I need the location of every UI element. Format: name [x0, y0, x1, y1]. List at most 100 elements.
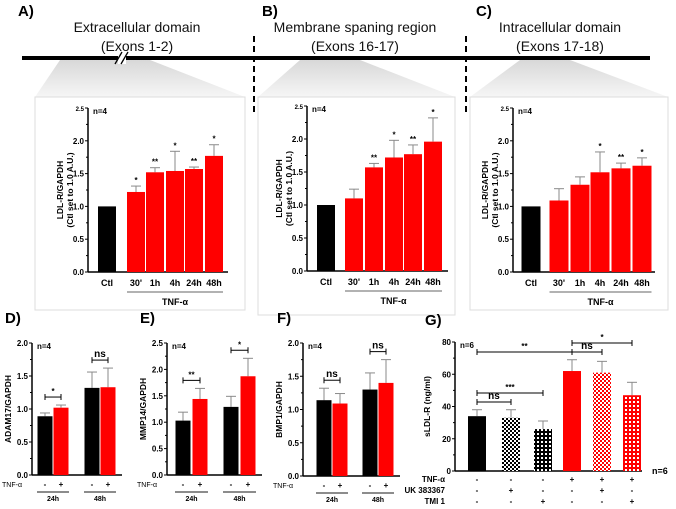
panel-label: C): [476, 3, 492, 20]
comparison-label: **: [521, 342, 528, 351]
treatment-sign: +: [630, 497, 635, 506]
y-tick-label: 0.0: [73, 268, 85, 277]
x-tick-label: 30': [553, 278, 565, 288]
significance-marker: **: [152, 158, 159, 167]
x-tick-label: 24h: [186, 278, 202, 288]
sample-size: n=4: [172, 342, 187, 351]
treatment-sign: +: [570, 475, 575, 484]
comparison-label: ns: [488, 391, 500, 402]
y-tick-label: 1.0: [498, 202, 510, 211]
treatment-sign: +: [630, 475, 635, 484]
chart-g: G) 0 20 40 60 80 n=6 sLDL-R (ng/ml) TNF-α - - - + + + U…: [405, 312, 668, 506]
x-tick-label: 4h: [389, 277, 400, 287]
y-tick-label: 0.0: [292, 267, 304, 276]
y-axis-label: LDL-R/GAPDH: [55, 161, 65, 220]
chart-d: D) 0.0 0.5 1.0 1.5 2.0 n=4 ADAM17/GAPDH TNF-α - + -…: [2, 310, 122, 503]
x-tick-label: Ctl: [525, 278, 537, 288]
bar: [502, 417, 520, 471]
y-tick-label: 2.0: [17, 339, 29, 348]
sample-size: n=4: [312, 105, 327, 114]
bar: [166, 170, 184, 272]
significance-marker: *: [431, 108, 435, 117]
comparison-label: *: [238, 340, 242, 349]
y-axis-label: LDL-R/GAPDH: [480, 161, 490, 220]
treatment-sign: -: [601, 497, 604, 506]
x-tick-label: 24h: [405, 277, 421, 287]
x-tick-label: 30': [348, 277, 360, 287]
bar: [632, 165, 652, 272]
group-label: TNF-α: [380, 296, 406, 306]
row-label: UK 383367: [405, 486, 446, 495]
x-tick-label: 48h: [634, 278, 650, 288]
y-tick-label: 0.5: [17, 438, 29, 447]
group-label: 48h: [94, 496, 106, 503]
treatment-sign: +: [541, 497, 546, 506]
bar: [192, 398, 208, 475]
line-break-mark: [120, 51, 129, 65]
significance-marker: **: [191, 157, 198, 166]
significance-marker: **: [618, 153, 625, 162]
sample-size: n=4: [518, 107, 533, 116]
bar: [127, 191, 145, 272]
y-tick-label: 0.5: [73, 235, 85, 244]
chart-b: 0.0 0.5 1.0 1.5 2.0 2.5 n=4 LDL-R/GAPDH (Ctl set…: [274, 105, 448, 306]
y-tick-label: 1.5: [152, 392, 164, 401]
treatment-sign: +: [246, 480, 251, 489]
y-tick-label: 2.5: [76, 107, 85, 113]
comparison-label: ns: [326, 369, 338, 380]
chart-e: E) 0.0 0.5 1.0 1.5 2.0 2.5 n=4 MMP14/GAPDH TNF-α -…: [137, 310, 262, 503]
treatment-sign: -: [182, 480, 185, 489]
bar: [424, 141, 442, 271]
y-axis-label: BMP1/GAPDH: [274, 381, 284, 438]
bar: [100, 387, 116, 475]
y-tick-label: 1.5: [498, 170, 510, 179]
group-label: TNF-α: [162, 297, 188, 307]
treatment-sign: +: [600, 475, 605, 484]
panel-label: E): [140, 310, 155, 327]
bar: [53, 407, 69, 475]
treatment-sign: +: [509, 486, 514, 495]
line-break-gap: [118, 52, 126, 64]
bar: [37, 416, 53, 475]
bar: [385, 157, 403, 271]
bar: [365, 167, 383, 271]
significance-marker: *: [212, 135, 216, 144]
comparison-label: *: [51, 387, 55, 396]
y-tick-label: 2.0: [152, 365, 164, 374]
region-title: Intracellular domain: [499, 19, 621, 35]
comparison-label: ns: [372, 341, 384, 352]
x-tick-label: 4h: [170, 278, 181, 288]
treatment-sign: -: [571, 497, 574, 506]
y-axis-label: (Ctl set to 1.0 A.U.): [65, 152, 75, 227]
y-tick-label: 2.0: [292, 135, 304, 144]
group-label: 24h: [47, 496, 59, 503]
y-tick-label: 1.5: [288, 372, 300, 381]
comparison-label: ns: [94, 349, 106, 360]
treatment-sign: +: [600, 486, 605, 495]
x-tick-label: 1h: [369, 277, 380, 287]
region-subtitle: (Exons 16-17): [311, 38, 399, 54]
y-tick-label: 20: [442, 435, 451, 444]
bar: [611, 168, 631, 272]
panel-label: G): [425, 312, 442, 329]
bar: [240, 376, 256, 475]
y-axis-label: MMP14/GAPDH: [138, 378, 148, 440]
comparison-label: **: [188, 370, 195, 379]
significance-marker: *: [598, 142, 602, 151]
treatment-sign: -: [44, 480, 47, 489]
treatment-sign: -: [476, 475, 479, 484]
row-label: TNF-α: [137, 482, 157, 489]
y-axis-label: (Ctl set to 1.0 A.U.): [284, 151, 294, 226]
treatment-sign: -: [542, 486, 545, 495]
group-label: 24h: [185, 496, 197, 503]
bar: [404, 154, 422, 271]
row-label: TNF-α: [422, 475, 445, 484]
y-tick-label: 0.5: [152, 445, 164, 454]
significance-marker: **: [371, 153, 378, 162]
sample-size: n=4: [37, 342, 52, 351]
sample-size: n=4: [308, 342, 323, 351]
panel-label: A): [18, 3, 34, 20]
x-tick-label: 1h: [575, 278, 586, 288]
